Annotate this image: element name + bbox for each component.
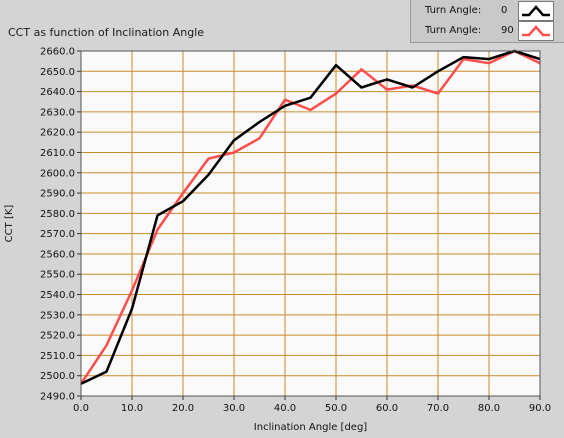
y-tick-label-3: 2520.0	[40, 331, 75, 342]
legend-value-1: 90	[501, 25, 514, 36]
x-tick-label-6: 60.0	[376, 403, 398, 414]
y-tick-label-2: 2510.0	[40, 351, 75, 362]
legend-value-0: 0	[501, 5, 508, 16]
x-tick-label-4: 40.0	[274, 403, 296, 414]
legend-swatch-0-line	[522, 5, 550, 17]
legend-item-0: Turn Angle: 0	[411, 1, 564, 21]
y-axis-label: CCT [K]	[4, 205, 15, 243]
x-tick-label-2: 20.0	[172, 403, 194, 414]
y-tick-label-5: 2540.0	[40, 290, 75, 301]
y-tick-label-6: 2550.0	[40, 270, 75, 281]
y-tick-label-14: 2630.0	[40, 107, 75, 118]
y-tick-label-4: 2530.0	[40, 310, 75, 321]
legend-swatch-1[interactable]	[518, 21, 554, 41]
y-tick-label-0: 2490.0	[40, 392, 75, 403]
legend-item-1: Turn Angle: 90	[411, 21, 564, 41]
y-tick-label-11: 2600.0	[40, 168, 75, 179]
plot-frame	[80, 50, 541, 397]
legend-label-0: Turn Angle:	[425, 5, 482, 16]
legend-swatch-1-line	[522, 25, 550, 37]
legend-swatch-0[interactable]	[518, 1, 554, 21]
y-tick-label-1: 2500.0	[40, 371, 75, 382]
y-tick-label-16: 2650.0	[40, 67, 75, 78]
x-tick-label-8: 80.0	[478, 403, 500, 414]
x-tick-label-1: 10.0	[121, 403, 143, 414]
x-tick-label-3: 30.0	[223, 403, 245, 414]
chart-title: CCT as function of Inclination Angle	[8, 26, 205, 39]
y-tick-label-9: 2580.0	[40, 209, 75, 220]
y-tick-label-12: 2610.0	[40, 148, 75, 159]
y-tick-label-7: 2560.0	[40, 249, 75, 260]
x-axis-label: Inclination Angle [deg]	[254, 422, 368, 433]
y-tick-label-8: 2570.0	[40, 229, 75, 240]
x-tick-label-5: 50.0	[325, 403, 347, 414]
plot-background	[80, 50, 541, 397]
x-tick-label-0: 0.0	[73, 403, 89, 414]
legend-label-1: Turn Angle:	[425, 25, 482, 36]
x-tick-label-9: 90.0	[529, 403, 551, 414]
x-tick-label-7: 70.0	[427, 403, 449, 414]
y-tick-label-15: 2640.0	[40, 87, 75, 98]
y-tick-label-13: 2620.0	[40, 128, 75, 139]
y-tick-label-10: 2590.0	[40, 189, 75, 200]
y-tick-label-17: 2660.0	[40, 47, 75, 58]
